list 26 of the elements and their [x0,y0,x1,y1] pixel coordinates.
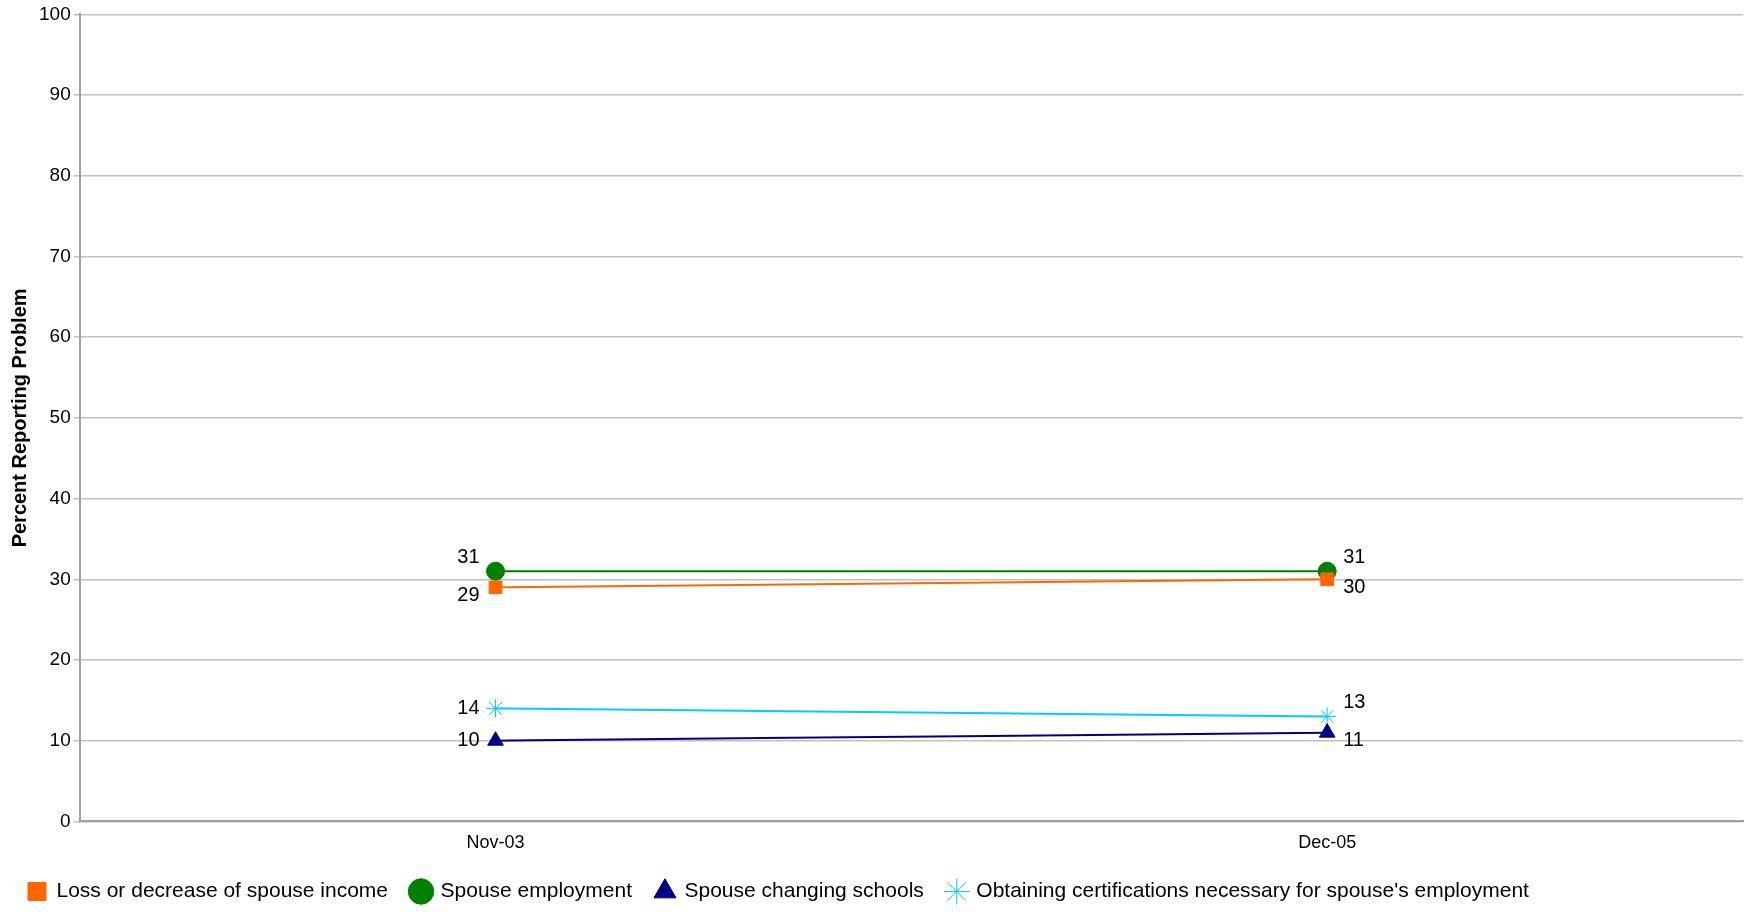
y-tick-label: 80 [49,164,71,186]
y-tick-label: 20 [49,648,71,670]
y-tick-label: 60 [49,325,71,347]
data-label: 13 [1343,690,1366,713]
data-label: 11 [1343,728,1364,751]
data-label: 29 [457,582,480,605]
legend-label: Spouse changing schools [684,878,924,902]
data-label: 14 [457,695,480,718]
x-tick-label: Dec-05 [1298,832,1357,853]
y-tick-label: 40 [49,486,71,508]
data-label: 31 [1343,544,1366,567]
y-tick-label: 90 [49,83,71,105]
legend-label: Spouse employment [440,878,633,902]
y-tick-label: 100 [39,2,71,24]
y-tick-label: 10 [49,728,71,750]
y-axis-title: Percent Reporting Problem [7,288,30,548]
data-label: 30 [1343,574,1366,597]
legend-label: Obtaining certifications necessary for spouse's employment [976,878,1530,902]
y-tick-label: 50 [49,406,71,428]
y-tick-label: 0 [60,809,71,831]
x-tick-label: Nov-03 [466,832,525,853]
data-label: 10 [457,728,480,751]
y-tick-label: 70 [49,244,71,266]
legend-label: Loss or decrease of spouse income [56,878,389,902]
data-label: 31 [457,544,480,567]
y-tick-label: 30 [49,567,71,589]
